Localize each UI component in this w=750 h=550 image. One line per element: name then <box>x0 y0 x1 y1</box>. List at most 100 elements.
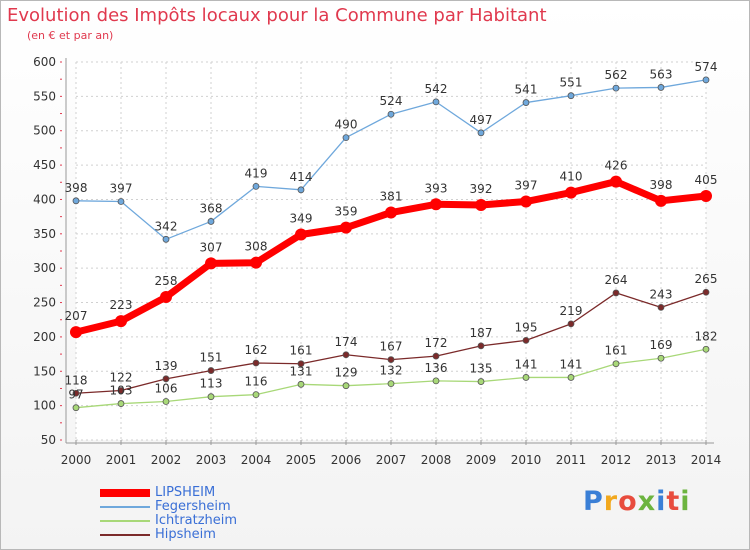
y-tick-label: 50 <box>41 433 56 447</box>
data-label-lipsheim: 405 <box>695 173 718 187</box>
y-tick-label: 150 <box>33 364 56 378</box>
axes: 50 100 150 200 250 300 350 400 450 500 550 600 2000 2… <box>33 55 721 467</box>
x-tick-label: 2004 <box>241 453 272 467</box>
x-tick-label: 2009 <box>466 453 497 467</box>
legend-item-lipsheim: LIPSHEIM <box>100 486 237 500</box>
point-fegersheim <box>207 218 215 225</box>
data-label-fegersheim: 562 <box>605 68 628 82</box>
point-ichtratzheim <box>567 374 575 381</box>
data-label-lipsheim: 398 <box>650 178 673 192</box>
data-label-ichtratzheim: 135 <box>470 362 493 376</box>
data-label-fegersheim: 419 <box>245 166 268 180</box>
point-hipsheim <box>117 387 125 394</box>
legend-label-hipsheim: Hipsheim <box>155 527 216 542</box>
legend-swatch-hipsheim <box>100 534 150 536</box>
data-label-fegersheim: 551 <box>560 76 583 90</box>
x-tick-label: 2008 <box>421 453 452 467</box>
data-label-hipsheim: 172 <box>425 336 448 350</box>
data-label-lipsheim: 207 <box>65 309 88 323</box>
point-fegersheim <box>702 76 710 84</box>
legend-swatch-ichtratzheim <box>100 520 150 522</box>
logo-letter: o <box>618 486 638 517</box>
point-ichtratzheim <box>72 404 80 412</box>
legend-swatch-fegersheim <box>100 506 150 508</box>
point-hipsheim <box>297 360 305 368</box>
logo-letter: i <box>680 486 691 517</box>
logo-letter: r <box>603 486 619 517</box>
point-lipsheim <box>160 291 172 304</box>
point-ichtratzheim <box>657 354 665 362</box>
point-lipsheim <box>70 326 82 339</box>
logo-letter: x <box>637 486 657 517</box>
data-label-lipsheim: 410 <box>560 170 583 184</box>
data-label-fegersheim: 524 <box>380 94 403 108</box>
point-fegersheim <box>567 92 575 100</box>
x-tick-label: 2013 <box>646 453 677 467</box>
y-tick-label: 200 <box>33 330 56 344</box>
data-label-fegersheim: 342 <box>155 219 178 233</box>
data-label-hipsheim: 161 <box>290 344 313 358</box>
data-label-lipsheim: 349 <box>290 212 313 226</box>
data-label-fegersheim: 397 <box>110 182 133 196</box>
data-label-hipsheim: 151 <box>200 351 223 365</box>
data-label-hipsheim: 265 <box>695 272 718 286</box>
data-label-hipsheim: 162 <box>245 343 268 357</box>
x-tick-label: 2003 <box>196 453 227 467</box>
data-label-ichtratzheim: 116 <box>245 375 268 389</box>
point-ichtratzheim <box>117 400 125 407</box>
point-fegersheim <box>72 197 80 205</box>
legend-item-hipsheim: Hipsheim <box>100 528 237 542</box>
point-lipsheim <box>565 186 577 199</box>
point-ichtratzheim <box>387 380 395 388</box>
legend-label-lipsheim: LIPSHEIM <box>155 485 216 500</box>
proxiti-logo: Proxiti <box>583 486 691 517</box>
point-hipsheim <box>702 288 710 296</box>
logo-letter: i <box>656 486 667 517</box>
data-label-fegersheim: 563 <box>650 67 673 81</box>
point-lipsheim <box>520 195 532 208</box>
x-tick-label: 2012 <box>601 453 632 467</box>
series-lines <box>70 76 712 412</box>
y-tick-label: 500 <box>33 124 56 138</box>
data-label-fegersheim: 541 <box>515 83 538 97</box>
data-label-hipsheim: 139 <box>155 359 178 373</box>
point-hipsheim <box>387 356 395 363</box>
legend: LIPSHEIM Fegersheim Ichtratzheim Hipshei… <box>100 486 237 542</box>
data-labels: 97 103 106 113 116 131 129 132 136 135 141 141 161 16… <box>65 60 718 402</box>
point-ichtratzheim <box>252 391 260 399</box>
y-tick-label: 250 <box>33 296 56 310</box>
data-label-fegersheim: 497 <box>470 113 493 127</box>
point-lipsheim <box>250 256 262 269</box>
y-tick-label: 400 <box>33 192 56 206</box>
data-label-lipsheim: 393 <box>425 181 448 195</box>
x-tick-label: 2007 <box>376 453 407 467</box>
data-label-ichtratzheim: 131 <box>290 364 313 378</box>
data-label-hipsheim: 187 <box>470 326 493 340</box>
logo-letter: t <box>666 486 681 517</box>
data-label-ichtratzheim: 169 <box>650 338 673 352</box>
data-label-hipsheim: 243 <box>650 287 673 301</box>
point-hipsheim <box>657 303 665 311</box>
legend-swatch-lipsheim <box>100 489 150 497</box>
point-lipsheim <box>385 206 397 219</box>
data-label-fegersheim: 490 <box>335 118 358 132</box>
legend-item-ichtratzheim: Ichtratzheim <box>100 514 237 528</box>
data-label-fegersheim: 542 <box>425 82 448 96</box>
data-label-hipsheim: 167 <box>380 340 403 354</box>
data-label-ichtratzheim: 141 <box>515 357 538 371</box>
data-label-lipsheim: 223 <box>110 298 133 312</box>
data-label-ichtratzheim: 132 <box>380 364 403 378</box>
point-lipsheim <box>340 221 352 234</box>
x-tick-label: 2002 <box>151 453 182 467</box>
y-tick-label: 350 <box>33 227 56 241</box>
data-label-ichtratzheim: 136 <box>425 361 448 375</box>
point-ichtratzheim <box>612 360 620 368</box>
y-tick-label: 550 <box>33 89 56 103</box>
data-label-fegersheim: 398 <box>65 181 88 195</box>
legend-item-fegersheim: Fegersheim <box>100 500 237 514</box>
chart-title: Evolution des Impôts locaux pour la Comm… <box>7 5 547 26</box>
point-hipsheim <box>72 389 80 397</box>
x-tick-label: 2005 <box>286 453 317 467</box>
y-tick-label: 300 <box>33 261 56 275</box>
